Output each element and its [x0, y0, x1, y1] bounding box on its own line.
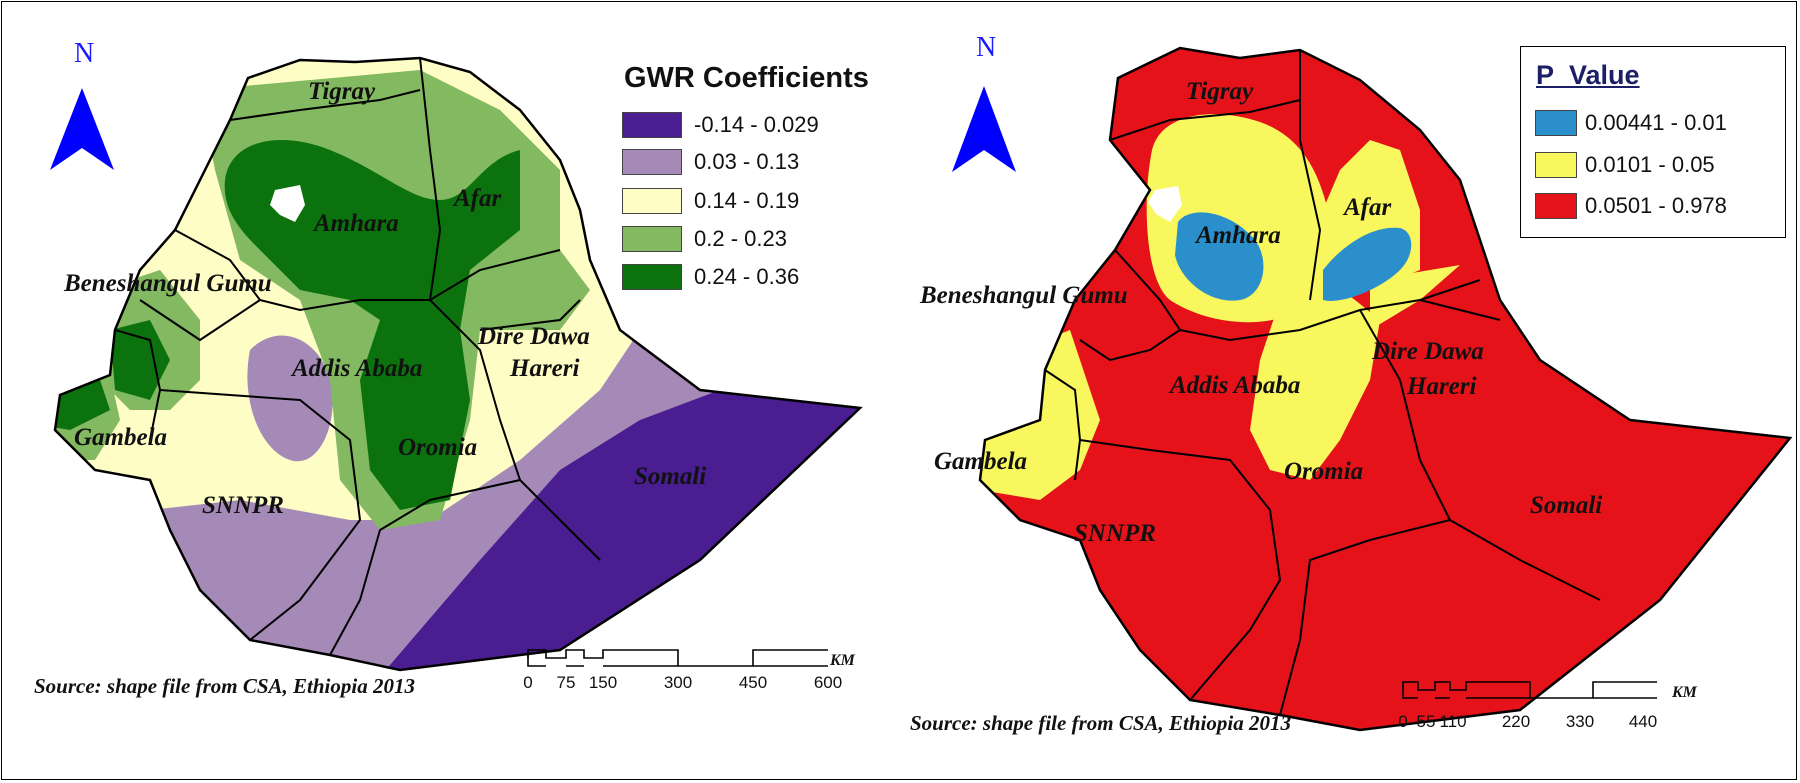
- scale-tick: 75: [556, 673, 576, 692]
- p-value-legend-item: 0.0501 - 0.978: [1535, 193, 1727, 219]
- legend-label: 0.2 - 0.23: [694, 226, 787, 251]
- scale-tick: 450: [738, 673, 768, 692]
- region-label-oromia: Oromia: [1284, 458, 1364, 485]
- scale-tick: 0: [523, 673, 533, 692]
- region-label-somali: Somali: [1530, 492, 1603, 519]
- legend-label: 0.0501 - 0.978: [1585, 193, 1727, 218]
- scale-tick: 300: [663, 673, 693, 692]
- legend-label: 0.14 - 0.19: [694, 188, 800, 213]
- scale-unit: KM: [830, 652, 855, 669]
- region-label-addis-ababa: Addis Ababa: [1170, 372, 1301, 399]
- gwr-class-1-area: [360, 390, 860, 670]
- gwr-legend-title: GWR Coefficients: [624, 62, 869, 94]
- gwr-legend-item: 0.24 - 0.36: [622, 264, 799, 290]
- region-label-afar: Afar: [454, 185, 502, 212]
- legend-swatch: [1535, 193, 1577, 219]
- region-label-oromia: Oromia: [398, 434, 478, 461]
- region-label-hareri: Hareri: [1407, 373, 1477, 400]
- scale-unit: KM: [1672, 684, 1697, 701]
- gwr-legend-item: 0.14 - 0.19: [622, 188, 799, 214]
- region-label-hareri: Hareri: [510, 355, 580, 382]
- north-arrow-icon: [952, 86, 1016, 172]
- legend-swatch: [622, 149, 682, 175]
- p-value-map-svg: [952, 46, 1793, 732]
- region-label-dire-dawa: Dire Dawa: [1372, 338, 1484, 365]
- region-label-dire-dawa: Dire Dawa: [478, 323, 590, 350]
- gwr-legend-item: -0.14 - 0.029: [622, 112, 819, 138]
- gwr-coefficients-map-panel: N GWR Coefficients -0.14 - 0.029 0.03 - …: [34, 38, 869, 698]
- legend-label: 0.03 - 0.13: [694, 149, 800, 174]
- p-class-1-area: [1175, 212, 1264, 301]
- region-label-addis-ababa: Addis Ababa: [292, 355, 423, 382]
- source-note: Source: shape file from CSA, Ethiopia 20…: [34, 674, 415, 698]
- legend-swatch: [622, 264, 682, 290]
- region-label-tigray: Tigray: [308, 78, 376, 105]
- gwr-map-svg: [50, 56, 863, 672]
- region-label-beneshangul-gumu: Beneshangul Gumu: [920, 282, 1128, 309]
- legend-label: 0.00441 - 0.01: [1585, 110, 1727, 135]
- legend-swatch: [622, 188, 682, 214]
- scale-tick: 440: [1628, 712, 1658, 731]
- region-label-afar: Afar: [1344, 194, 1392, 221]
- region-label-snnpr: SNNPR: [1074, 520, 1156, 547]
- p-value-map-panel: N P_Value 0.00441 - 0.01 0.0101 - 0.05 0…: [900, 0, 1800, 783]
- legend-swatch: [1535, 152, 1577, 178]
- scale-tick: 0: [1398, 712, 1408, 731]
- p-value-legend-item: 0.00441 - 0.01: [1535, 110, 1727, 136]
- scale-tick: 110: [1439, 712, 1467, 731]
- scale-tick: 330: [1565, 712, 1595, 731]
- gwr-legend-item: 0.03 - 0.13: [622, 149, 799, 175]
- gwr-admin-boundaries: [53, 56, 863, 672]
- legend-label: 0.24 - 0.36: [694, 264, 800, 289]
- legend-label: -0.14 - 0.029: [694, 112, 819, 137]
- north-label: N: [976, 32, 997, 63]
- scale-tick: 600: [813, 673, 843, 692]
- scale-bar-left: [527, 649, 828, 667]
- scale-tick: 150: [588, 673, 618, 692]
- p-value-admin-boundaries: [978, 46, 1793, 732]
- region-label-beneshangul-gumu: Beneshangul Gumu: [64, 270, 272, 297]
- legend-swatch: [1535, 110, 1577, 136]
- p-value-legend-title: P_Value: [1536, 60, 1640, 90]
- region-label-tigray: Tigray: [1186, 78, 1254, 105]
- region-label-snnpr: SNNPR: [202, 492, 284, 519]
- region-label-gambela: Gambela: [74, 424, 168, 451]
- scale-tick: 220: [1501, 712, 1531, 731]
- source-note: Source: shape file from CSA, Ethiopia 20…: [910, 711, 1291, 735]
- legend-swatch: [622, 112, 682, 138]
- region-label-amhara: Amhara: [1196, 222, 1281, 249]
- north-arrow-icon: [50, 88, 114, 170]
- region-label-amhara: Amhara: [314, 210, 399, 237]
- legend-swatch: [622, 226, 682, 252]
- scale-bar-right: [1402, 681, 1657, 699]
- gwr-legend-item: 0.2 - 0.23: [622, 226, 787, 252]
- region-label-gambela: Gambela: [934, 448, 1028, 475]
- p-value-legend-item: 0.0101 - 0.05: [1535, 152, 1715, 178]
- north-label: N: [74, 38, 95, 69]
- scale-tick: 55: [1416, 712, 1436, 731]
- legend-label: 0.0101 - 0.05: [1585, 152, 1715, 177]
- region-label-somali: Somali: [634, 463, 707, 490]
